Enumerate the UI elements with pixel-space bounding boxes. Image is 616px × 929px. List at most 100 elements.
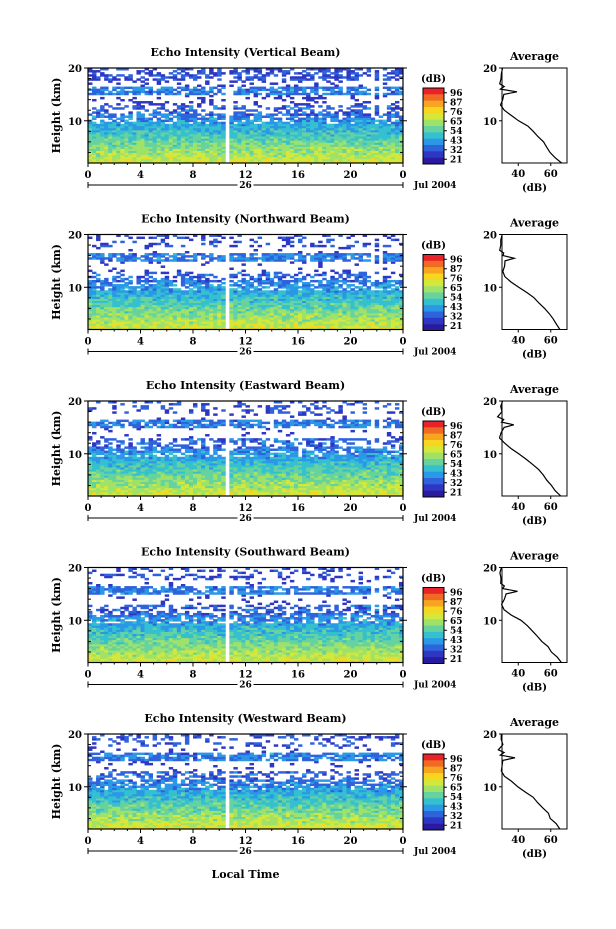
heatmap-cell (148, 86, 154, 90)
heatmap-cell (197, 142, 202, 145)
heatmap-cell (314, 148, 319, 152)
heatmap-cell (338, 158, 343, 162)
heatmap-cell (132, 152, 137, 156)
heatmap-cell (245, 129, 250, 133)
heatmap-cell (358, 152, 364, 156)
heatmap-cell (120, 127, 125, 131)
heatmap-cell (176, 119, 182, 123)
heatmap-cell (354, 72, 359, 75)
panel-title: Echo Intensity (Vertical Beam) (150, 46, 340, 59)
heatmap-cell (237, 119, 242, 123)
heatmap-cell (293, 259, 299, 262)
heatmap-cell (281, 105, 287, 108)
heatmap-cell (302, 152, 307, 156)
heatmap-cell (334, 72, 339, 75)
heatmap-cell (120, 90, 125, 94)
heatmap-cell (330, 90, 335, 94)
x-tick-label: 20 (344, 337, 358, 348)
heatmap-cell (257, 148, 263, 152)
heatmap-cell (277, 117, 283, 121)
heatmap-cell (306, 96, 311, 100)
heatmap-cell (124, 105, 129, 108)
heatmap-cell (193, 92, 198, 96)
heatmap-cell (253, 127, 259, 131)
heatmap-cell (144, 154, 149, 158)
profile-y-tick-label: 10 (483, 117, 497, 128)
heatmap-cell (180, 144, 186, 147)
heatmap-cell (180, 148, 186, 152)
heatmap-cell (314, 72, 319, 75)
heatmap-cell (132, 105, 137, 108)
heatmap-cell (108, 125, 113, 129)
heatmap-cell (314, 125, 319, 129)
colorbar-tick-label: 87 (450, 98, 463, 108)
heatmap-cell (249, 136, 254, 139)
heatmap-cell (285, 142, 291, 145)
heatmap-cell (88, 407, 93, 410)
heatmap-cell (140, 90, 145, 94)
heatmap-cell (124, 138, 129, 141)
heatmap-cell (330, 132, 335, 135)
heatmap-cell (164, 140, 170, 143)
heatmap-cell (88, 123, 93, 127)
heatmap-cell (148, 134, 154, 137)
heatmap-cell (277, 125, 283, 129)
heatmap-cell (176, 78, 182, 81)
heatmap-cell (277, 86, 283, 90)
heatmap-cell (221, 156, 226, 160)
x-tick-label: 4 (137, 170, 144, 181)
heatmap-cell (132, 146, 137, 149)
heatmap-cell (160, 129, 166, 133)
heatmap-cell (330, 115, 335, 118)
heatmap-cell (197, 132, 202, 135)
heatmap-cell (184, 255, 190, 258)
heatmap-cell (180, 105, 186, 108)
heatmap-cell (213, 144, 218, 147)
heatmap-cell (269, 92, 275, 96)
heatmap-cell (298, 129, 303, 133)
heatmap-cell (382, 74, 388, 77)
heatmap-cell (245, 109, 250, 112)
heatmap-cell (302, 136, 307, 139)
heatmap-cell (88, 125, 93, 129)
heatmap-cell (116, 152, 121, 156)
heatmap-cell (148, 284, 154, 287)
heatmap-cell (237, 134, 242, 137)
heatmap-cell (156, 117, 162, 121)
heatmap-cell (289, 261, 295, 264)
heatmap-cell (88, 138, 93, 141)
heatmap-cell (245, 140, 250, 143)
heatmap-cell (298, 290, 303, 293)
heatmap-cell (112, 275, 117, 279)
heatmap-cell (140, 259, 145, 262)
heatmap-cell (281, 160, 287, 164)
heatmap-cell (382, 267, 388, 271)
heatmap-cell (96, 70, 101, 73)
heatmap-cell (108, 129, 113, 133)
heatmap-cell (261, 148, 267, 152)
heatmap-cell (201, 253, 206, 256)
heatmap-cell (112, 140, 117, 143)
heatmap-cell (217, 68, 222, 71)
date-label: Jul 2004 (413, 181, 456, 191)
heatmap-cell (180, 134, 186, 137)
heatmap-cell (197, 158, 202, 162)
heatmap-cell (302, 236, 307, 240)
heatmap-cell (338, 70, 343, 73)
heatmap-cell (358, 158, 364, 162)
heatmap-cell (374, 86, 380, 90)
heatmap-cell (184, 154, 190, 158)
heatmap-cell (112, 113, 117, 116)
heatmap-cell (88, 121, 93, 125)
heatmap-cell (197, 144, 202, 147)
heatmap-cell (390, 70, 396, 73)
heatmap-cell (205, 148, 210, 152)
heatmap-cell (358, 140, 364, 143)
heatmap-cell (277, 107, 283, 110)
heatmap-cell (193, 121, 198, 125)
heatmap-cell (144, 142, 149, 145)
heatmap-cell (330, 107, 335, 110)
heatmap-cell (112, 127, 117, 131)
heatmap-cell (310, 146, 315, 149)
heatmap-cell (221, 255, 226, 258)
